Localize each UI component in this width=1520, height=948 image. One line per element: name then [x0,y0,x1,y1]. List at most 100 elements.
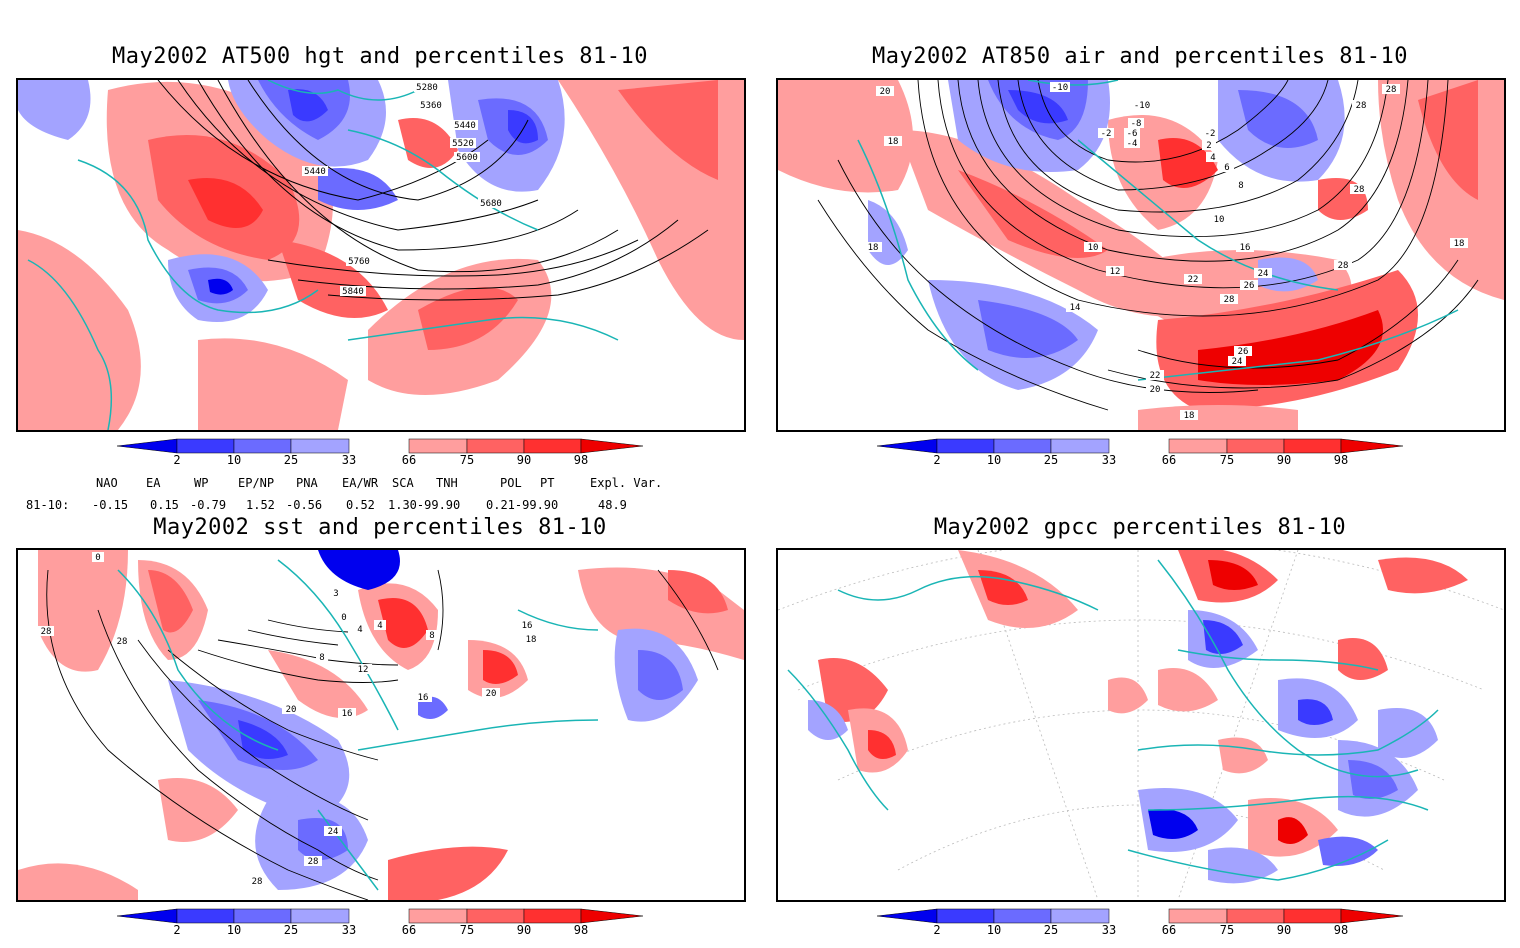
colorbar-swatch [1283,438,1342,454]
colorbar-swatch [233,438,292,454]
index-value: 0.21-99.90 [486,498,559,512]
indices-value-row: 81-10: -0.15 0.15 -0.79 1.52 -0.56 0.52 … [0,498,1520,514]
colorbar-tick-label: 25 [283,453,299,467]
p3-contour-label: 28 [114,636,130,647]
p2-contour-label: 28 [1220,294,1238,305]
panel2-map: -10 -10 -8 -6 -4 -2 -2 2 4 6 8 10 12 10 … [776,78,1506,432]
svg-text:2: 2 [1206,141,1211,151]
colorbar-tick-label: 75 [459,453,475,467]
svg-text:4: 4 [1210,153,1215,163]
colorbar-arrow-low [117,908,178,924]
p2-contour-label: 10 [1210,214,1228,225]
p2-contour-label: 12 [1106,266,1124,277]
colorbar-panel3: 2 10 25 33 66 75 90 98 [117,908,643,948]
svg-text:-2: -2 [1205,129,1216,139]
svg-text:22: 22 [1188,275,1199,285]
svg-text:4: 4 [377,621,382,631]
colorbar-swatch [408,908,468,924]
p3-contour-label: 24 [324,826,342,837]
p2-contour-label: 18 [884,136,902,147]
index-value: 48.9 [598,498,627,512]
svg-text:18: 18 [526,635,537,645]
colorbar-arrow-high [1340,908,1403,924]
svg-text:28: 28 [41,627,52,637]
svg-text:5360: 5360 [420,101,442,111]
colorbar-swatch [1168,908,1228,924]
svg-text:-8: -8 [1131,119,1142,129]
index-header: EP/NP [238,476,275,490]
p3-contour-label: 20 [482,688,500,699]
colorbar-tick-label: 75 [1219,923,1235,937]
p2-contour-label: -2 [1098,128,1114,139]
p3-contour-label: 28 [248,876,266,887]
svg-text:28: 28 [252,877,263,887]
index-value: -0.56 [286,498,323,512]
colorbar-swatch [466,438,525,454]
svg-text:28: 28 [1338,261,1349,271]
panel2-title: May2002 AT850 air and percentiles 81-10 [871,44,1409,69]
colorbar-tick-label: 2 [173,453,181,467]
colorbar-tick-label: 98 [573,923,589,937]
colorbar-tick-label: 10 [226,923,242,937]
colorbar-panel1: 2 10 25 33 66 75 90 98 [117,438,643,478]
colorbar-swatch [1168,438,1228,454]
index-value: 1.52 [246,498,275,512]
svg-text:-2: -2 [1101,129,1112,139]
index-header: EA/WR [342,476,379,490]
svg-text:28: 28 [1224,295,1235,305]
index-value: 0.15 [150,498,179,512]
p2-contour-label: -4 [1124,138,1140,149]
p3-contour-label: 12 [354,664,372,675]
p3-contour-label: 4 [354,624,366,635]
svg-text:18: 18 [888,137,899,147]
p2-contour-label: 28 [1334,260,1352,271]
p1-contour-label: 5600 [454,152,480,163]
colorbar-swatch [1283,908,1342,924]
svg-text:8: 8 [319,653,324,663]
p2-contour-label: 28 [1352,100,1370,111]
p3-contour-label: 16 [518,620,536,631]
p2-contour-label: 18 [1450,238,1468,249]
index-header: NAO [96,476,118,490]
p2-contour-label: 26 [1240,280,1258,291]
svg-text:28: 28 [1386,85,1397,95]
colorbar-panel4: 2 10 25 33 66 75 90 98 [877,908,1403,948]
p3-contour-label: 4 [374,620,386,631]
colorbar-tick-label: 75 [459,923,475,937]
svg-text:5680: 5680 [480,199,502,209]
svg-text:-10: -10 [1134,101,1150,111]
index-value: 0.52 [346,498,375,512]
svg-text:16: 16 [522,621,533,631]
p2-contour-label: 8 [1234,180,1248,191]
colorbar-arrow-low [877,908,938,924]
colorbar-tick-label: 98 [573,453,589,467]
svg-text:16: 16 [418,693,429,703]
panel3-map: 28 28 0 3 4 0 4 8 8 12 16 16 20 20 24 28… [16,548,746,902]
p1-contour-label: 5440 [302,166,328,177]
p1-contour-label: 5840 [340,286,366,297]
colorbar-swatch [290,438,350,454]
svg-text:12: 12 [1110,267,1121,277]
colorbar-swatch [936,908,995,924]
colorbar-swatch [466,908,525,924]
colorbar-swatch [1050,908,1110,924]
p1-contour-label: 5280 [414,82,440,93]
p2-contour-label: 6 [1220,162,1234,173]
panel4-title: May2002 gpcc percentiles 81-10 [933,515,1347,540]
colorbar-swatches [117,908,643,924]
colorbar-swatch [993,908,1052,924]
p1-contour-label: 5360 [418,100,444,111]
p3-contour-label: 20 [282,704,300,715]
svg-text:5520: 5520 [452,139,474,149]
svg-text:18: 18 [868,243,879,253]
colorbar-arrow-high [580,438,643,454]
svg-text:3: 3 [333,589,338,599]
p1-contour-label: 5760 [346,256,372,267]
svg-text:28: 28 [308,857,319,867]
colorbar-tick-label: 98 [1333,453,1349,467]
p3-contour-label: 0 [92,552,104,563]
colorbar-tick-label: 66 [1161,453,1177,467]
svg-text:12: 12 [358,665,369,675]
colorbar-tick-label: 33 [341,453,357,467]
p1-contour-label: 5440 [452,120,478,131]
